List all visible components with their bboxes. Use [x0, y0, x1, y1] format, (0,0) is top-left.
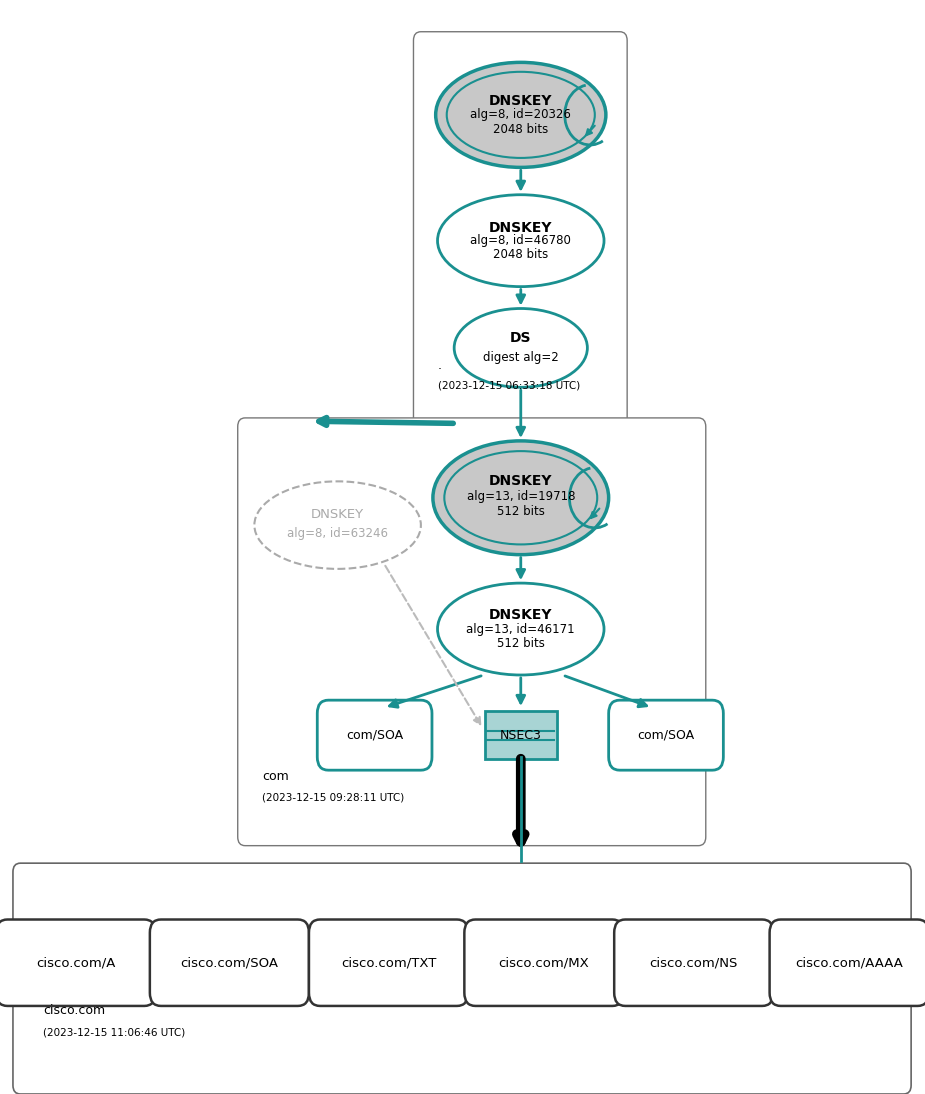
Text: NSEC3: NSEC3: [500, 729, 542, 742]
Text: alg=13, id=19718: alg=13, id=19718: [466, 490, 575, 503]
FancyBboxPatch shape: [485, 711, 557, 759]
Text: alg=13, id=46171: alg=13, id=46171: [466, 622, 575, 636]
Text: 2048 bits: 2048 bits: [493, 248, 549, 261]
Text: com/SOA: com/SOA: [346, 729, 403, 742]
Text: cisco.com: cisco.com: [43, 1004, 105, 1017]
Text: cisco.com/MX: cisco.com/MX: [499, 956, 589, 969]
Text: digest alg=2: digest alg=2: [483, 351, 559, 364]
Text: DNSKEY: DNSKEY: [489, 221, 552, 234]
Text: cisco.com/AAAA: cisco.com/AAAA: [796, 956, 903, 969]
Text: alg=8, id=20326: alg=8, id=20326: [470, 108, 572, 121]
Text: (2023-12-15 09:28:11 UTC): (2023-12-15 09:28:11 UTC): [262, 792, 404, 803]
Text: DS: DS: [510, 331, 532, 345]
Text: com: com: [262, 770, 289, 783]
Text: com/SOA: com/SOA: [637, 729, 695, 742]
Ellipse shape: [254, 481, 421, 569]
FancyBboxPatch shape: [238, 418, 706, 846]
Ellipse shape: [454, 309, 587, 387]
Text: DNSKEY: DNSKEY: [489, 94, 552, 107]
FancyBboxPatch shape: [413, 32, 627, 427]
Text: DNSKEY: DNSKEY: [489, 475, 552, 488]
FancyBboxPatch shape: [309, 919, 468, 1006]
Ellipse shape: [447, 72, 595, 158]
Text: alg=8, id=46780: alg=8, id=46780: [470, 234, 572, 247]
Ellipse shape: [433, 441, 609, 555]
FancyBboxPatch shape: [13, 863, 911, 1094]
Ellipse shape: [438, 583, 604, 675]
Text: cisco.com/NS: cisco.com/NS: [649, 956, 738, 969]
Ellipse shape: [444, 451, 598, 545]
FancyBboxPatch shape: [609, 700, 723, 770]
FancyBboxPatch shape: [0, 919, 155, 1006]
FancyBboxPatch shape: [770, 919, 925, 1006]
Text: .: .: [438, 359, 441, 372]
FancyBboxPatch shape: [614, 919, 773, 1006]
Text: (2023-12-15 06:33:18 UTC): (2023-12-15 06:33:18 UTC): [438, 380, 580, 391]
Text: 2048 bits: 2048 bits: [493, 123, 549, 136]
Text: DNSKEY: DNSKEY: [311, 508, 364, 521]
Text: cisco.com/TXT: cisco.com/TXT: [340, 956, 437, 969]
Text: cisco.com/A: cisco.com/A: [36, 956, 116, 969]
Text: 512 bits: 512 bits: [497, 505, 545, 519]
FancyBboxPatch shape: [150, 919, 309, 1006]
FancyBboxPatch shape: [317, 700, 432, 770]
Text: 512 bits: 512 bits: [497, 637, 545, 650]
Ellipse shape: [438, 195, 604, 287]
Text: cisco.com/SOA: cisco.com/SOA: [180, 956, 278, 969]
Ellipse shape: [436, 62, 606, 167]
FancyBboxPatch shape: [464, 919, 623, 1006]
Text: alg=8, id=63246: alg=8, id=63246: [287, 527, 388, 540]
Text: DNSKEY: DNSKEY: [489, 608, 552, 621]
Text: (2023-12-15 11:06:46 UTC): (2023-12-15 11:06:46 UTC): [43, 1027, 186, 1038]
